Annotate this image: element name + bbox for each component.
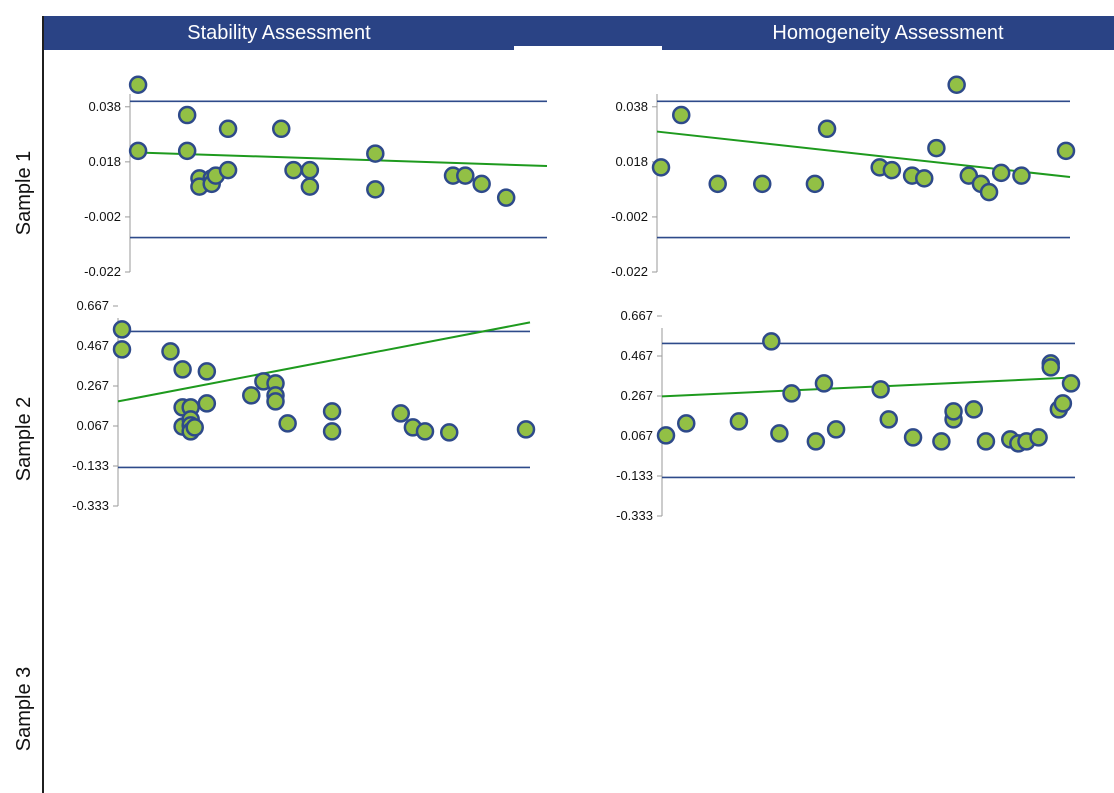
data-point (903, 428, 923, 447)
y-tick-label: -0.133 (72, 458, 109, 473)
data-point (651, 158, 671, 177)
data-point (770, 424, 789, 443)
data-point (439, 423, 459, 442)
data-point (806, 432, 826, 451)
y-tick-label: 0.667 (620, 308, 653, 323)
data-point (944, 402, 963, 421)
data-point (814, 374, 834, 393)
data-point (161, 342, 180, 361)
data-point (516, 420, 536, 439)
data-point (197, 362, 217, 381)
trend-line (661, 376, 1076, 398)
y-tick-label: -0.333 (616, 508, 653, 523)
y-tick-label: 0.067 (76, 418, 109, 433)
data-point (278, 414, 297, 433)
y-tick-label: 0.038 (88, 99, 121, 114)
data-point (271, 119, 291, 139)
data-point (677, 414, 696, 433)
data-point (242, 386, 261, 405)
data-point (915, 169, 934, 188)
data-point (456, 166, 475, 185)
data-point (826, 420, 846, 439)
data-point (185, 418, 204, 437)
data-point (128, 141, 148, 161)
y-tick-label: -0.133 (616, 468, 653, 483)
data-point (1061, 374, 1081, 393)
data-point (128, 75, 148, 95)
data-point (366, 144, 385, 163)
data-point (991, 163, 1011, 183)
y-tick-label: 0.018 (615, 154, 648, 169)
trend-line (129, 151, 548, 167)
data-point (964, 400, 984, 419)
y-tick-label: -0.002 (84, 209, 121, 224)
data-point (300, 177, 320, 196)
data-point (672, 105, 691, 125)
y-tick-label: 0.267 (620, 388, 653, 403)
data-point (979, 182, 999, 202)
y-tick-label: 0.067 (620, 428, 653, 443)
data-point (753, 174, 772, 194)
data-point (871, 380, 890, 399)
data-point (947, 75, 966, 95)
y-tick-label: 0.018 (88, 154, 121, 169)
y-tick-label: 0.038 (615, 99, 648, 114)
data-point (882, 160, 902, 180)
data-point (927, 138, 946, 158)
y-tick-label: -0.022 (611, 264, 648, 279)
y-tick-label: -0.022 (84, 264, 121, 279)
data-point (197, 394, 217, 413)
data-point (1056, 141, 1076, 161)
data-point (656, 426, 676, 445)
data-point (112, 340, 132, 359)
y-tick-label: -0.002 (611, 209, 648, 224)
data-point (782, 384, 801, 403)
y-tick-label: 0.467 (76, 338, 109, 353)
data-point (266, 392, 285, 411)
data-point (879, 410, 898, 429)
data-point (218, 160, 238, 180)
data-point (729, 412, 749, 431)
data-point (1041, 358, 1060, 377)
header-stability: Stability Assessment (44, 16, 514, 50)
data-point (932, 432, 951, 451)
data-point (218, 119, 238, 139)
y-tick-label: 0.267 (76, 378, 109, 393)
data-point (177, 141, 197, 161)
data-point (322, 402, 342, 421)
data-point (112, 320, 132, 339)
data-point (472, 174, 491, 194)
data-point (976, 432, 996, 451)
data-point (173, 360, 192, 379)
trend-line (117, 321, 531, 403)
data-point (496, 188, 516, 207)
data-point (1053, 394, 1073, 413)
data-point (817, 119, 837, 139)
data-point (366, 180, 385, 199)
data-point (415, 422, 435, 441)
data-point (391, 404, 411, 423)
y-tick-label: 0.467 (620, 348, 653, 363)
data-point (1012, 166, 1031, 185)
data-point (177, 105, 197, 125)
header-homogeneity: Homogeneity Assessment (662, 16, 1114, 50)
data-point (322, 422, 342, 441)
y-tick-label: -0.333 (72, 498, 109, 513)
y-tick-label: 0.667 (76, 298, 109, 313)
chart-grid-frame (42, 16, 1114, 793)
data-point (805, 174, 825, 194)
data-point (1029, 428, 1048, 447)
header-bar-gap (514, 16, 662, 46)
data-point (762, 332, 781, 351)
data-point (708, 174, 727, 194)
